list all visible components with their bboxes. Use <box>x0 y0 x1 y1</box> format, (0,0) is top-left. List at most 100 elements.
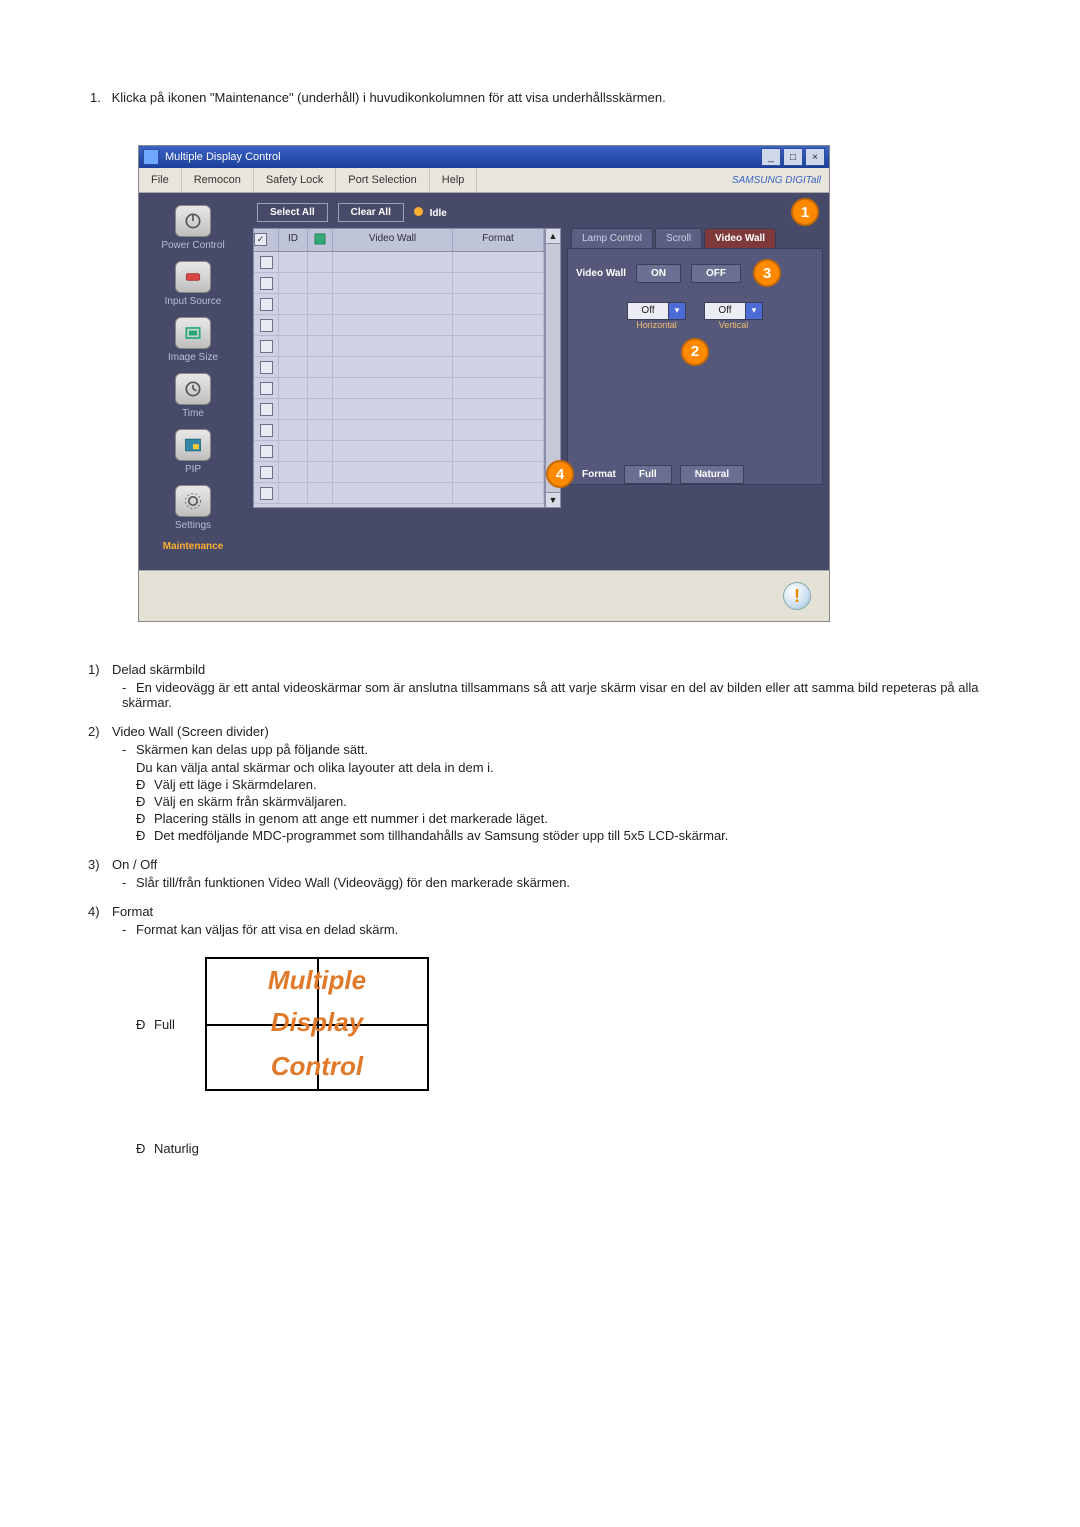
figure-word-1: Multiple <box>207 965 427 996</box>
sidebar-item-label: Input Source <box>148 296 238 307</box>
vw-on-button[interactable]: ON <box>636 264 681 283</box>
row-id <box>279 399 308 419</box>
tab-videowall[interactable]: Video Wall <box>704 228 776 248</box>
row-id <box>279 315 308 335</box>
table-row[interactable] <box>254 252 544 273</box>
vertical-select[interactable]: Off▾ <box>704 302 763 320</box>
table-row[interactable] <box>254 420 544 441</box>
row-checkbox[interactable] <box>260 298 273 311</box>
row-status <box>308 357 333 377</box>
row-status <box>308 378 333 398</box>
section-4-text: -Format kan väljas för att visa en delad… <box>88 922 1002 937</box>
table-row[interactable] <box>254 294 544 315</box>
row-checkbox[interactable] <box>260 277 273 290</box>
row-status <box>308 399 333 419</box>
grid-col-id: ID <box>279 229 308 251</box>
idle-indicator: Idle <box>414 207 447 219</box>
row-checkbox[interactable] <box>260 403 273 416</box>
intro-line: 1. Klicka på ikonen "Maintenance" (under… <box>78 90 1002 105</box>
sidebar-item-time[interactable]: Time <box>148 371 238 423</box>
section-1-heading: 1)Delad skärmbild <box>88 662 1002 677</box>
sidebar-item-pip[interactable]: PIP <box>148 427 238 479</box>
row-videowall <box>333 378 453 398</box>
app-window: Multiple Display Control _ □ × File Remo… <box>138 145 830 622</box>
row-checkbox[interactable] <box>260 424 273 437</box>
grid-col-check: ✓ <box>254 229 279 251</box>
row-videowall <box>333 420 453 440</box>
workarea: Power Control Input Source Image Size Ti… <box>139 193 829 570</box>
sidebar-item-input[interactable]: Input Source <box>148 259 238 311</box>
row-checkbox[interactable] <box>260 445 273 458</box>
format-full-label: ÐFull <box>136 1017 175 1032</box>
format-natural-button[interactable]: Natural <box>680 465 744 484</box>
table-row[interactable] <box>254 315 544 336</box>
menu-file[interactable]: File <box>139 168 182 192</box>
format-full-row: ÐFull Multiple Display Control <box>88 957 1002 1091</box>
titlebar: Multiple Display Control _ □ × <box>139 146 829 168</box>
row-checkbox[interactable] <box>260 256 273 269</box>
section-2-bullet1: ÐVälj ett läge i Skärmdelaren. <box>88 777 1002 792</box>
intro-num: 1. <box>90 90 108 105</box>
row-checkbox[interactable] <box>260 382 273 395</box>
menu-safetylock[interactable]: Safety Lock <box>254 168 336 192</box>
row-videowall <box>333 483 453 503</box>
idle-label: Idle <box>430 208 447 219</box>
sidebar-item-imagesize[interactable]: Image Size <box>148 315 238 367</box>
row-checkbox[interactable] <box>260 487 273 500</box>
row-status <box>308 483 333 503</box>
tab-lamp[interactable]: Lamp Control <box>571 228 653 248</box>
row-videowall <box>333 441 453 461</box>
callout-2: 2 <box>681 338 709 366</box>
scroll-up-icon[interactable]: ▲ <box>546 229 560 244</box>
table-row[interactable] <box>254 483 544 504</box>
select-all-button[interactable]: Select All <box>257 203 328 222</box>
section-2-text2: Du kan välja antal skärmar och olika lay… <box>88 760 1002 775</box>
table-row[interactable] <box>254 273 544 294</box>
row-checkbox[interactable] <box>260 361 273 374</box>
format-label: Format <box>582 469 616 480</box>
row-checkbox[interactable] <box>260 340 273 353</box>
callout-4: 4 <box>546 460 574 488</box>
intro-text: Klicka på ikonen "Maintenance" (underhål… <box>112 90 666 105</box>
row-checkbox[interactable] <box>260 466 273 479</box>
clear-all-button[interactable]: Clear All <box>338 203 404 222</box>
figure-word-2: Display <box>207 1007 427 1038</box>
section-3-heading: 3)On / Off <box>88 857 1002 872</box>
minimize-button[interactable]: _ <box>761 148 781 166</box>
table-row[interactable] <box>254 399 544 420</box>
section-2-text1: -Skärmen kan delas upp på följande sätt. <box>88 742 1002 757</box>
table-row[interactable] <box>254 357 544 378</box>
row-videowall <box>333 336 453 356</box>
row-status <box>308 462 333 482</box>
row-id <box>279 378 308 398</box>
row-videowall <box>333 252 453 272</box>
close-button[interactable]: × <box>805 148 825 166</box>
row-format <box>453 357 544 377</box>
table-row[interactable] <box>254 336 544 357</box>
horizontal-select[interactable]: Off▾ <box>627 302 686 320</box>
menu-remocon[interactable]: Remocon <box>182 168 254 192</box>
sidebar: Power Control Input Source Image Size Ti… <box>139 193 247 570</box>
sidebar-item-power[interactable]: Power Control <box>148 203 238 255</box>
table-row[interactable] <box>254 462 544 483</box>
row-checkbox[interactable] <box>260 319 273 332</box>
sidebar-item-maintenance[interactable]: Maintenance <box>148 539 238 556</box>
table-row[interactable] <box>254 441 544 462</box>
vw-off-button[interactable]: OFF <box>691 264 741 283</box>
section-2-bullet3: ÐPlacering ställs in genom att ange ett … <box>88 811 1002 826</box>
sidebar-item-label: PIP <box>148 464 238 475</box>
menu-portselection[interactable]: Port Selection <box>336 168 429 192</box>
tab-scroll[interactable]: Scroll <box>655 228 702 248</box>
table-row[interactable] <box>254 378 544 399</box>
format-natural-label: ÐNaturlig <box>136 1141 199 1156</box>
row-status <box>308 273 333 293</box>
row-format <box>453 399 544 419</box>
sidebar-item-settings[interactable]: Settings <box>148 483 238 535</box>
menu-help[interactable]: Help <box>430 168 478 192</box>
format-full-button[interactable]: Full <box>624 465 672 484</box>
sidebar-item-label: Power Control <box>148 240 238 251</box>
maximize-button[interactable]: □ <box>783 148 803 166</box>
row-id <box>279 336 308 356</box>
scroll-down-icon[interactable]: ▼ <box>546 492 560 507</box>
alert-icon: ! <box>783 582 811 610</box>
